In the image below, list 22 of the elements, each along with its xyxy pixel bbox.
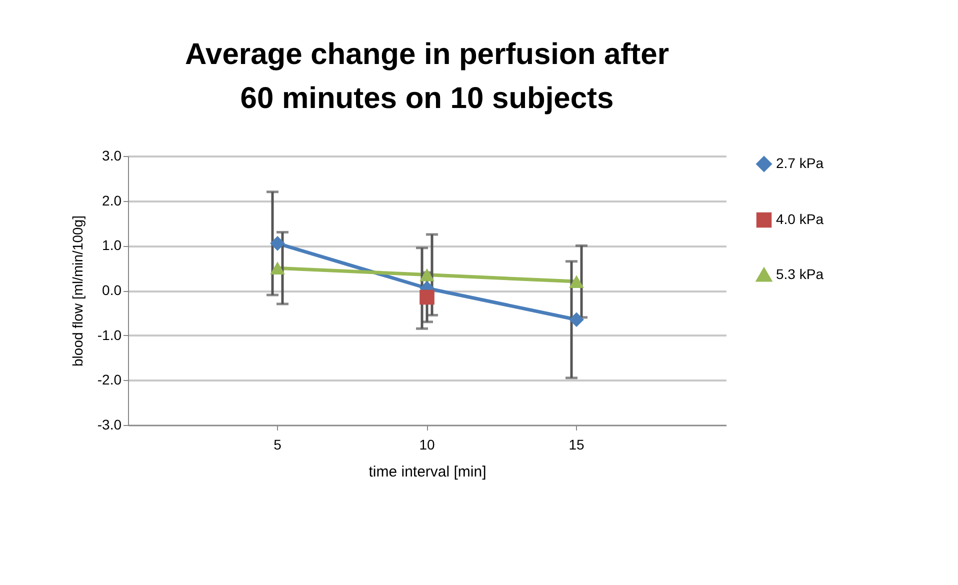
y-tick-label: -2.0 bbox=[97, 372, 122, 388]
legend-label: 4.0 kPa bbox=[776, 211, 824, 227]
y-tick-label: -1.0 bbox=[97, 326, 122, 343]
point bbox=[270, 236, 285, 251]
point bbox=[420, 290, 434, 305]
x-tick-label: 5 bbox=[274, 436, 282, 452]
point bbox=[569, 275, 584, 288]
legend-label: 5.3 kPa bbox=[776, 266, 824, 282]
chart-title: Average change in perfusion after 60 minutes on 10 subjects bbox=[184, 38, 670, 115]
point bbox=[270, 262, 285, 275]
y-tick-label: -3.0 bbox=[97, 416, 122, 432]
y-tick-label: 0.0 bbox=[102, 282, 122, 298]
point bbox=[420, 268, 434, 282]
legend-label: 2.7 kPa bbox=[776, 155, 824, 171]
y-tick-label: 2.0 bbox=[102, 192, 122, 208]
point bbox=[569, 312, 584, 328]
y-tick-label: 1.0 bbox=[102, 237, 122, 254]
x-tick-label: 15 bbox=[568, 436, 584, 452]
x-axis-title: time interval [min] bbox=[368, 464, 486, 480]
x-tick-label: 10 bbox=[419, 436, 435, 452]
y-axis-title: blood flow [ml/min/100g] bbox=[69, 216, 86, 366]
y-tick-label: 3.0 bbox=[102, 148, 122, 164]
